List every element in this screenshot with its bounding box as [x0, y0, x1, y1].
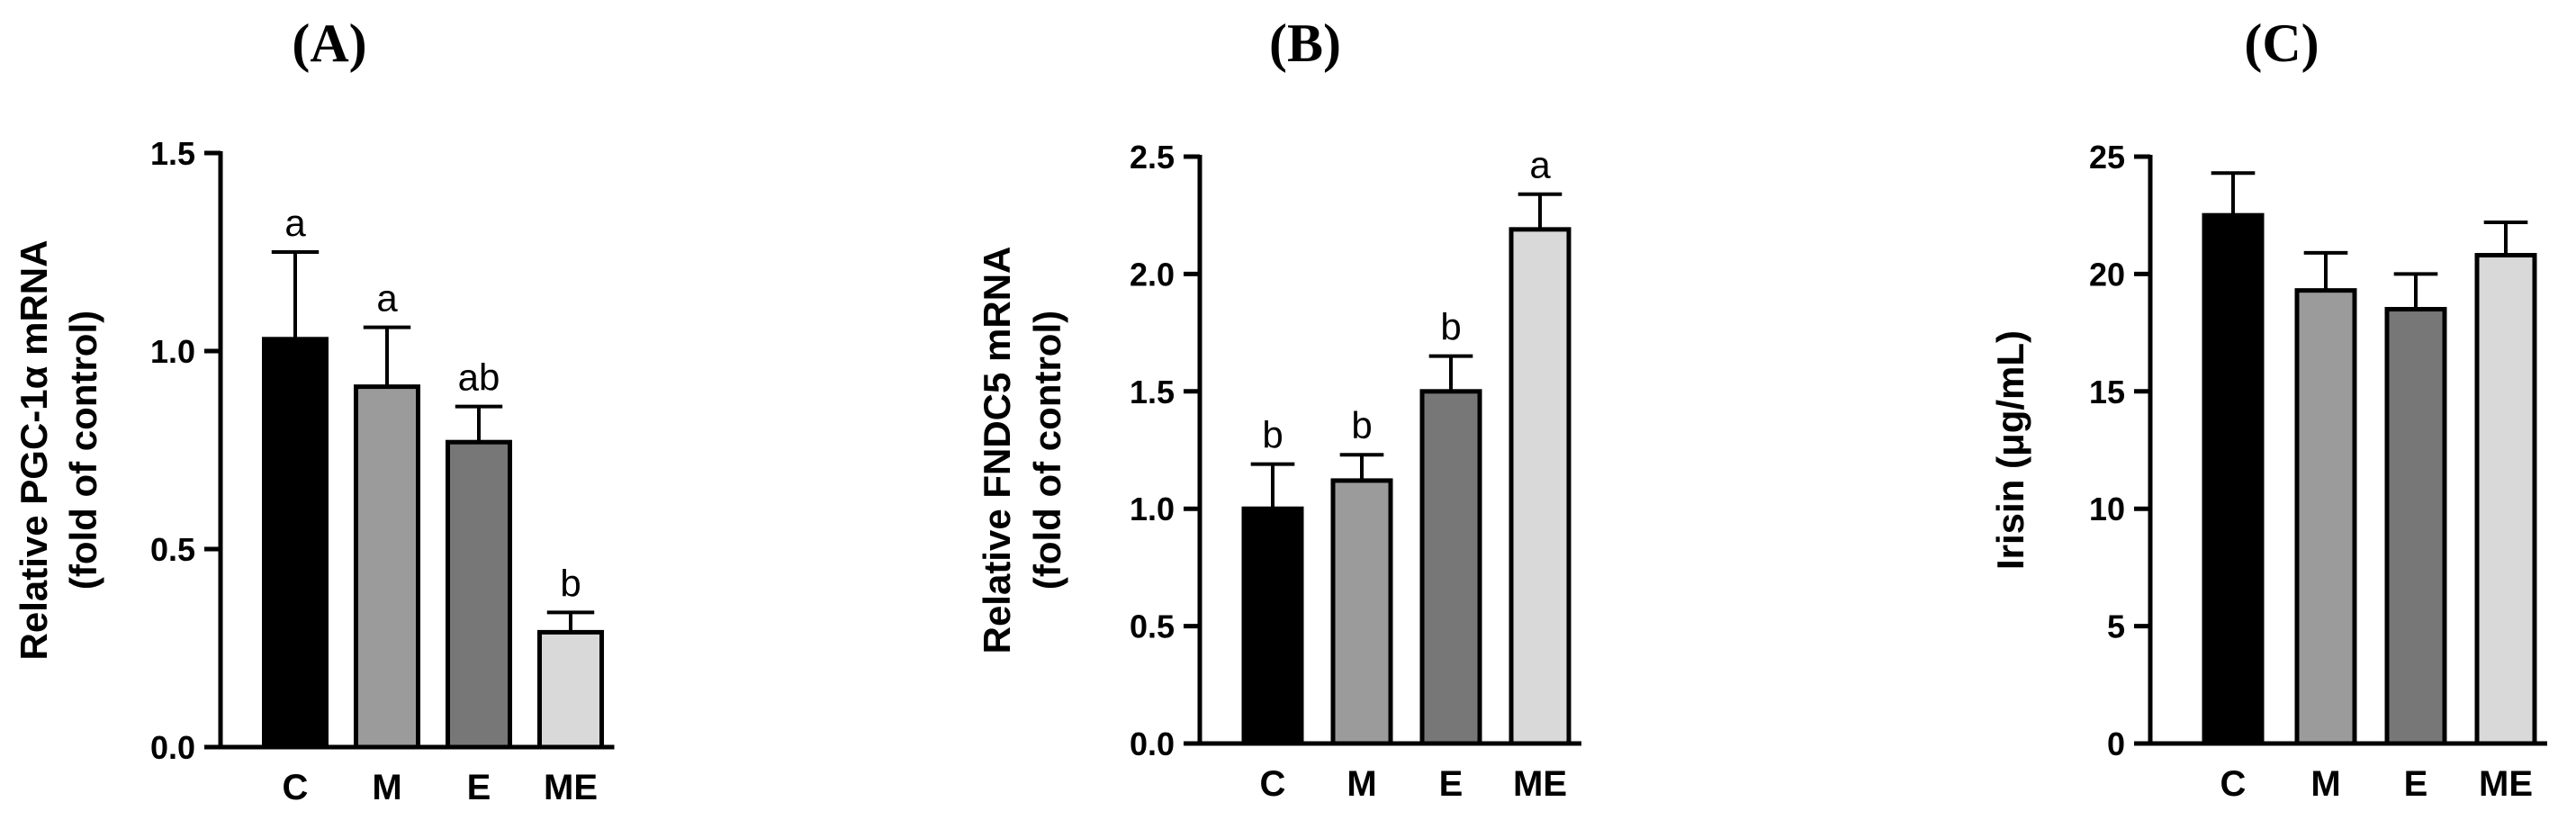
panel-c-xtick-ME: ME [2479, 764, 2533, 804]
panel-c-ytick-label: 25 [2089, 139, 2125, 176]
panel-b-bar-E [1419, 389, 1482, 746]
panel-a-bar-E [446, 439, 512, 750]
panel-a-bar-M [354, 384, 420, 750]
panel-a-bar-ME [537, 629, 604, 750]
panel-b-bar-M [1330, 478, 1393, 746]
panel-a-ylabel-line-1: Relative PGC-1α mRNA [13, 240, 55, 661]
panel-a-xtick-E: E [467, 768, 491, 807]
panel-a-sig-ME: b [560, 562, 581, 604]
panel-c-bar-C [2202, 212, 2265, 746]
panel-a-xtick-M: M [372, 768, 401, 807]
panel-a-ylabel-line-2: (fold of control) [62, 311, 104, 590]
panel-b-sig-M: b [1351, 404, 1372, 446]
panel-c-bar-M [2294, 288, 2357, 746]
panel-b-ytick-label: 2.5 [1130, 139, 1175, 176]
panel-c-xtick-C: C [2220, 764, 2247, 804]
panel-a-label: (A) [292, 14, 366, 73]
panel-b-ytick-label: 2.0 [1130, 256, 1175, 293]
panel-c-ytick-label: 0 [2107, 725, 2125, 762]
panel-b-label: (B) [1269, 14, 1341, 73]
panel-a-sig-E: ab [458, 356, 500, 399]
panel-c-bar-ME [2474, 253, 2537, 746]
panel-b-xtick-C: C [1260, 764, 1286, 804]
panel-c-label: (C) [2244, 14, 2319, 73]
panel-b-ytick-label: 1.5 [1130, 374, 1175, 410]
panel-a-sig-C: a [284, 202, 306, 244]
panel-b-bar-ME [1509, 227, 1572, 746]
panel-b-ylabel-line-2: (fold of control) [1026, 311, 1068, 590]
panel-c-xtick-M: M [2310, 764, 2340, 804]
panel-b-bar-C [1241, 506, 1304, 746]
panel-a-xtick-ME: ME [544, 768, 598, 807]
panel-b-sig-E: b [1440, 306, 1461, 348]
panel-c-ytick-label: 10 [2089, 491, 2125, 527]
panel-a-xtick-C: C [283, 768, 309, 807]
panel-b-ylabel-line-1: Relative FNDC5 mRNA [976, 247, 1018, 654]
panel-b-ytick-label: 1.0 [1130, 491, 1175, 527]
panel-b-xtick-M: M [1347, 764, 1376, 804]
panel-b-sig-ME: a [1529, 144, 1551, 186]
panel-a-bar-C [262, 337, 329, 750]
panel-b-xtick-ME: ME [1513, 764, 1567, 804]
panel-c-ytick-label: 15 [2089, 374, 2125, 410]
panel-c-xtick-E: E [2404, 764, 2428, 804]
panel-a-ytick-label: 0.5 [150, 531, 195, 568]
panel-a-ytick-label: 1.5 [150, 135, 195, 172]
panel-b-sig-C: b [1262, 414, 1283, 456]
panel-b-ytick-label: 0.5 [1130, 608, 1175, 645]
panel-b-ytick-label: 0.0 [1130, 725, 1175, 762]
panel-c-bar-E [2384, 307, 2447, 746]
panel-a-ytick-label: 0.0 [150, 729, 195, 766]
panel-b-xtick-E: E [1439, 764, 1464, 804]
panel-c-ytick-label: 5 [2107, 608, 2125, 645]
panel-c-ytick-label: 20 [2089, 256, 2125, 293]
panel-c-ylabel-line-1: Irisin (μg/mL) [1989, 330, 2031, 570]
panel-a-ytick-label: 1.0 [150, 333, 195, 370]
panel-a-sig-M: a [376, 277, 398, 320]
